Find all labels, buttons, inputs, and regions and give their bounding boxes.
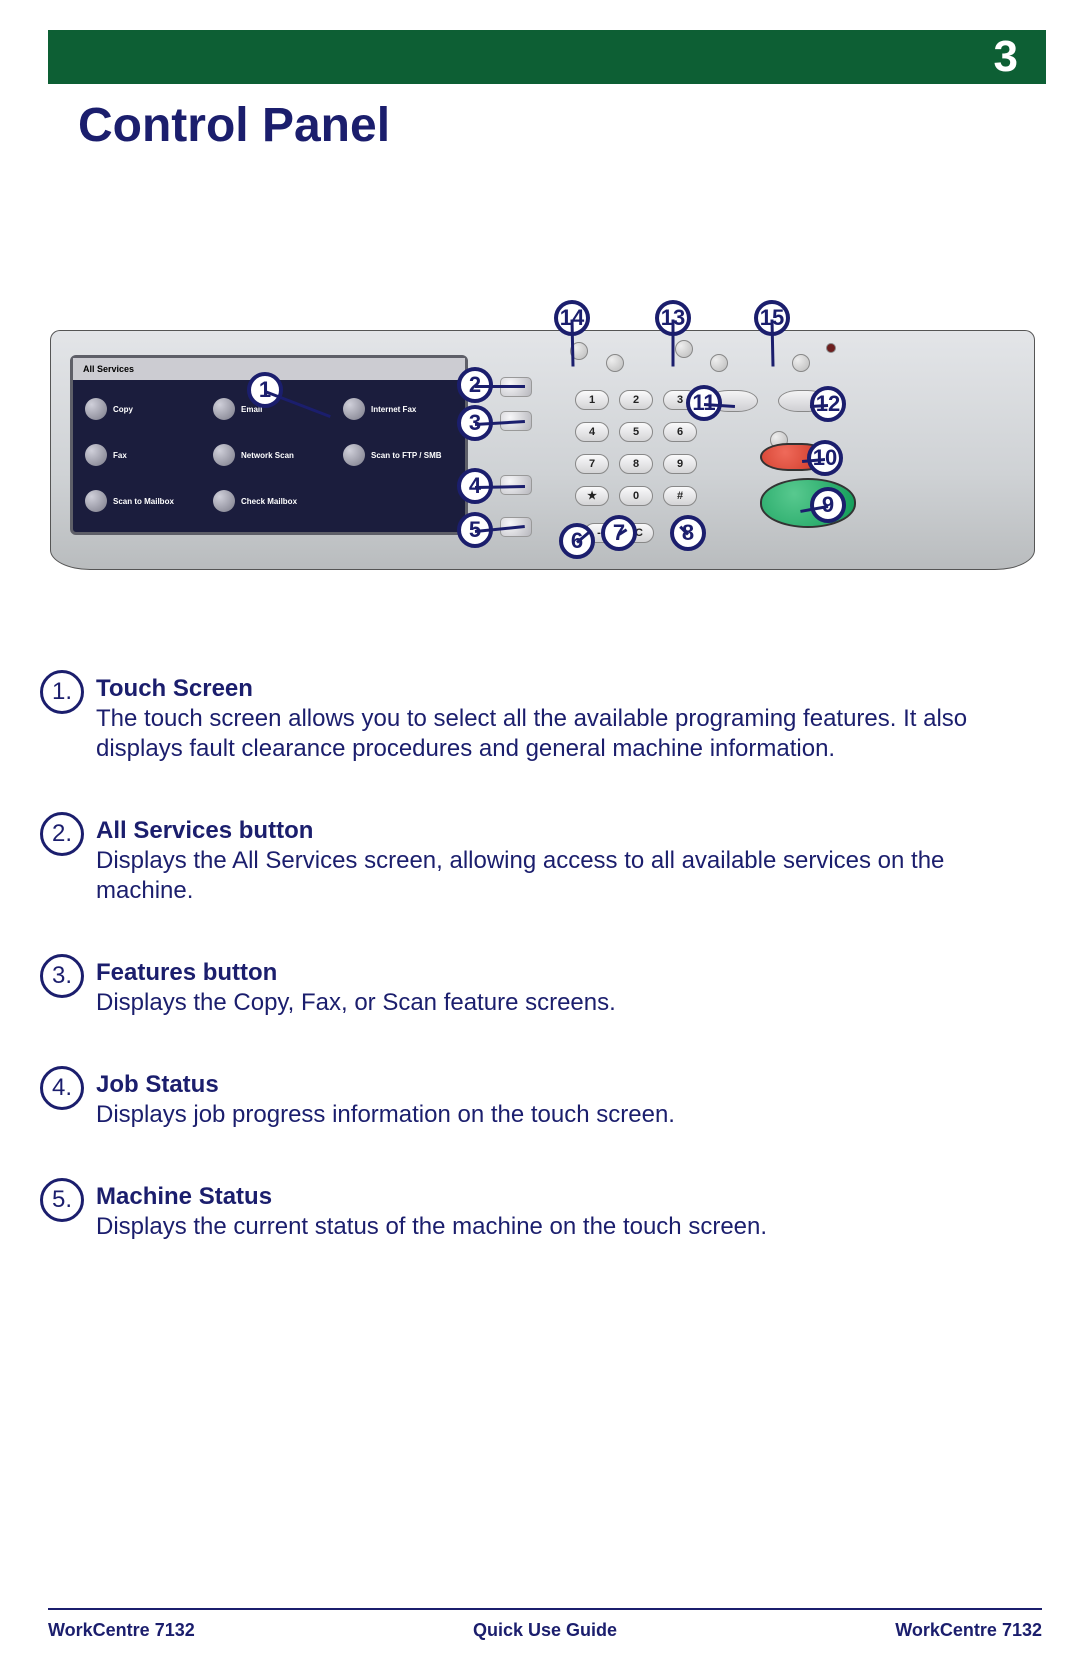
- service-icon: [85, 490, 107, 512]
- description-text: All Services button Displays the All Serv…: [96, 816, 1040, 906]
- service-icon: [85, 398, 107, 420]
- footer-left: WorkCentre 7132: [48, 1620, 195, 1641]
- description-row: 3.Features buttonDisplays the Copy, Fax,…: [40, 958, 1040, 1018]
- chapter-header: 3: [48, 30, 1046, 84]
- brightness-icon: [675, 340, 693, 358]
- callout-lead-2: [475, 385, 525, 388]
- service-label: Network Scan: [241, 451, 294, 460]
- key-★[interactable]: ★: [575, 486, 609, 506]
- status-dot-14: [606, 354, 624, 372]
- service-icon: [343, 398, 365, 420]
- description-number: 1.: [40, 670, 84, 714]
- descriptions: 1.Touch ScreenThe touch screen allows yo…: [40, 674, 1040, 1294]
- page-title: Control Panel: [78, 98, 390, 153]
- key-2[interactable]: 2: [619, 390, 653, 410]
- footer-center: Quick Use Guide: [473, 1620, 617, 1641]
- callout-lead-13: [672, 320, 675, 367]
- description-title: Features button: [96, 959, 277, 986]
- service-label: Internet Fax: [371, 405, 416, 414]
- description-number: 4.: [40, 1066, 84, 1110]
- service-label: Fax: [113, 451, 127, 460]
- service-icon: [213, 398, 235, 420]
- description-body: Displays the Copy, Fax, or Scan feature …: [96, 989, 616, 1016]
- function-button-column: [500, 345, 555, 555]
- description-text: Touch Screen The touch screen allows you …: [96, 674, 1040, 764]
- key-0[interactable]: 0: [619, 486, 653, 506]
- service-icon: [85, 444, 107, 466]
- key-7[interactable]: 7: [575, 454, 609, 474]
- page-footer: WorkCentre 7132 Quick Use Guide WorkCent…: [48, 1608, 1042, 1641]
- description-title: Job Status: [96, 1071, 219, 1098]
- description-body: Displays job progress information on the…: [96, 1101, 675, 1128]
- service-label: Copy: [113, 405, 133, 414]
- touch-screen-item[interactable]: Scan to FTP / SMB: [343, 444, 442, 466]
- description-title: Touch Screen: [96, 675, 253, 702]
- touch-screen-item[interactable]: Network Scan: [213, 444, 294, 466]
- description-title: Machine Status: [96, 1183, 272, 1210]
- description-row: 5.Machine StatusDisplays the current sta…: [40, 1182, 1040, 1242]
- description-body: Displays the All Services screen, allowi…: [96, 847, 944, 904]
- description-body: The touch screen allows you to select al…: [96, 705, 967, 762]
- key-4[interactable]: 4: [575, 422, 609, 442]
- description-title: All Services button: [96, 817, 313, 844]
- chapter-number: 3: [994, 32, 1018, 81]
- touch-screen-item[interactable]: Scan to Mailbox: [85, 490, 174, 512]
- description-number: 5.: [40, 1178, 84, 1222]
- description-row: 4.Job StatusDisplays job progress inform…: [40, 1070, 1040, 1130]
- description-text: Features button Displays the Copy, Fax, o…: [96, 958, 1040, 1018]
- touch-screen-item[interactable]: Internet Fax: [343, 398, 416, 420]
- service-icon: [343, 444, 365, 466]
- key-6[interactable]: 6: [663, 422, 697, 442]
- description-number: 2.: [40, 812, 84, 856]
- description-row: 1.Touch ScreenThe touch screen allows yo…: [40, 674, 1040, 764]
- touch-screen-item[interactable]: Check Mailbox: [213, 490, 297, 512]
- description-text: Machine Status Displays the current statu…: [96, 1182, 1040, 1242]
- key-9[interactable]: 9: [663, 454, 697, 474]
- callout-10: 10: [807, 440, 843, 476]
- status-dot-15: [792, 354, 810, 372]
- key-#[interactable]: #: [663, 486, 697, 506]
- footer-right: WorkCentre 7132: [895, 1620, 1042, 1641]
- service-icon: [213, 490, 235, 512]
- key-1[interactable]: 1: [575, 390, 609, 410]
- touch-screen-item[interactable]: Fax: [85, 444, 127, 466]
- service-label: Check Mailbox: [241, 497, 297, 506]
- touch-screen-item[interactable]: Copy: [85, 398, 133, 420]
- description-number: 3.: [40, 954, 84, 998]
- status-dot-13: [710, 354, 728, 372]
- service-icon: [213, 444, 235, 466]
- control-panel-illustration: All Services CopyEmailInternet FaxFaxNet…: [50, 330, 1035, 570]
- callout-9: 9: [810, 487, 846, 523]
- description-text: Job Status Displays job progress informat…: [96, 1070, 1040, 1130]
- key-5[interactable]: 5: [619, 422, 653, 442]
- key-8[interactable]: 8: [619, 454, 653, 474]
- service-label: Scan to Mailbox: [113, 497, 174, 506]
- service-label: Scan to FTP / SMB: [371, 451, 442, 460]
- description-body: Displays the current status of the machi…: [96, 1213, 767, 1240]
- power-led-icon: [826, 343, 836, 353]
- description-row: 2.All Services buttonDisplays the All Se…: [40, 816, 1040, 906]
